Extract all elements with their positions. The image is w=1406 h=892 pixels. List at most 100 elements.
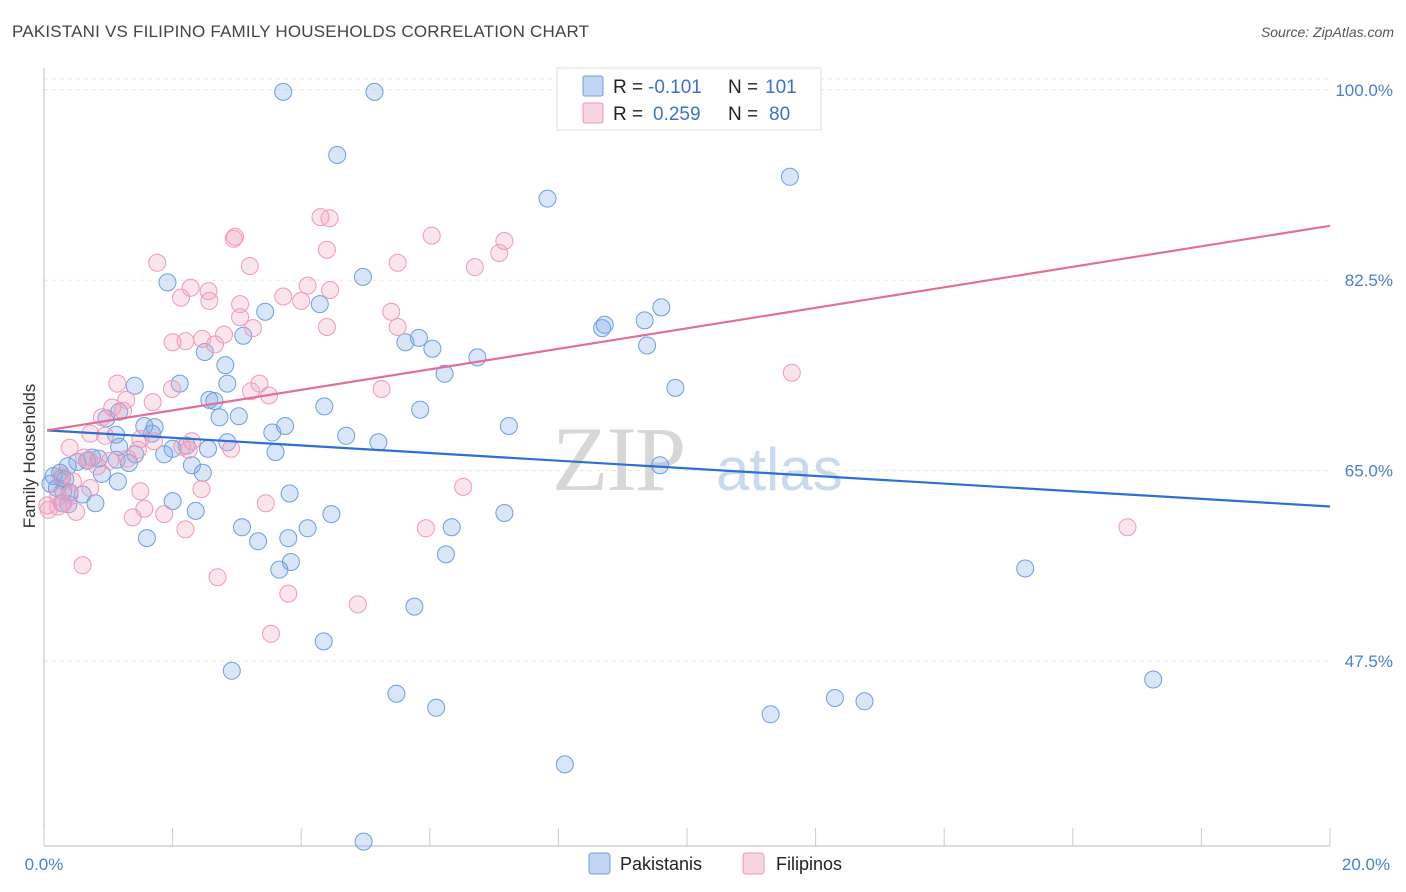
data-point	[595, 315, 614, 334]
data-point	[652, 298, 671, 317]
data-point	[280, 484, 299, 503]
data-point	[240, 257, 259, 275]
data-point	[638, 336, 657, 355]
data-point	[651, 456, 669, 475]
data-point	[163, 492, 182, 511]
data-point	[210, 408, 229, 427]
data-point	[226, 227, 244, 246]
data-point	[320, 209, 339, 228]
data-point	[387, 684, 406, 703]
data-point	[270, 560, 289, 579]
data-point	[292, 291, 311, 310]
data-point	[405, 597, 424, 616]
data-point	[274, 287, 293, 306]
data-point	[205, 392, 224, 410]
data-point	[179, 440, 198, 459]
data-point	[215, 325, 233, 344]
data-point	[279, 529, 298, 548]
data-point	[143, 393, 162, 412]
data-point	[73, 485, 92, 504]
data-point	[60, 438, 79, 457]
data-point	[1118, 518, 1137, 537]
data-point	[328, 146, 347, 164]
data-point	[388, 318, 407, 336]
data-point	[825, 689, 844, 707]
data-point	[39, 500, 58, 519]
data-point	[369, 433, 388, 452]
data-point	[233, 518, 251, 537]
data-point	[666, 378, 685, 397]
y-tick-labels: 47.5% 65.0% 82.5% 100.0%	[1335, 81, 1393, 671]
data-point	[416, 519, 435, 538]
data-point	[125, 376, 144, 395]
stats-n-label: N =	[728, 77, 758, 98]
data-point	[182, 456, 201, 475]
data-point	[86, 494, 105, 513]
data-point	[782, 363, 801, 382]
data-point	[298, 519, 317, 538]
trend-lines	[47, 224, 1331, 508]
gridlines	[44, 78, 1330, 662]
stats-n-value: 101	[765, 77, 797, 98]
data-point	[137, 529, 156, 548]
data-point	[216, 356, 235, 375]
data-point	[436, 545, 455, 564]
data-point	[321, 281, 340, 299]
data-point	[315, 397, 334, 416]
data-point	[322, 505, 341, 524]
data-point	[1016, 559, 1035, 578]
data-point	[155, 445, 174, 464]
data-point	[396, 333, 415, 352]
y-tick-label: 65.0%	[1345, 462, 1393, 481]
data-point	[231, 295, 250, 314]
data-point	[163, 380, 181, 398]
data-point	[218, 374, 237, 393]
data-point	[298, 276, 317, 295]
data-point	[372, 380, 391, 398]
data-point	[208, 568, 227, 587]
data-point	[234, 326, 253, 345]
data-point	[348, 595, 367, 614]
data-point	[67, 502, 86, 521]
legend-swatch-pakistanis	[588, 852, 611, 875]
data-point	[761, 705, 780, 724]
data-point	[192, 480, 211, 499]
data-point	[499, 417, 518, 435]
data-point	[222, 439, 241, 458]
data-point	[388, 253, 407, 272]
data-point	[148, 253, 167, 272]
watermark: ZIP atlas	[552, 408, 843, 510]
data-point	[81, 479, 100, 497]
legend-label-pakistanis: Pakistanis	[620, 854, 702, 874]
data-point	[231, 308, 250, 327]
data-point	[365, 82, 384, 101]
data-point	[495, 232, 514, 250]
data-point	[250, 374, 269, 393]
data-point	[200, 291, 219, 310]
x-tick-label-max: 20.0%	[1342, 855, 1390, 874]
data-point	[172, 288, 190, 307]
axes	[43, 68, 1331, 847]
data-point	[435, 364, 454, 383]
data-point	[442, 518, 461, 537]
data-point	[135, 499, 154, 518]
data-point	[538, 189, 557, 208]
data-point	[103, 398, 122, 417]
data-point	[427, 698, 446, 717]
watermark-atlas: atlas	[716, 436, 843, 503]
y-axis-title: Family Households	[20, 384, 39, 529]
data-point	[73, 556, 92, 575]
series-filipinos	[38, 208, 1137, 643]
data-point	[89, 449, 108, 468]
stats-n-label: N =	[728, 104, 758, 125]
chart-title: PAKISTANI VS FILIPINO FAMILY HOUSEHOLDS …	[12, 22, 590, 41]
data-point	[855, 692, 874, 711]
data-point	[131, 482, 150, 501]
legend-swatch-filipinos	[742, 852, 765, 875]
data-point	[256, 302, 275, 321]
data-point	[311, 208, 330, 227]
data-point	[266, 443, 285, 462]
source-label: Source: ZipAtlas.com	[1260, 24, 1394, 40]
stats-r-value: -0.101	[648, 77, 702, 98]
data-point	[181, 278, 200, 297]
